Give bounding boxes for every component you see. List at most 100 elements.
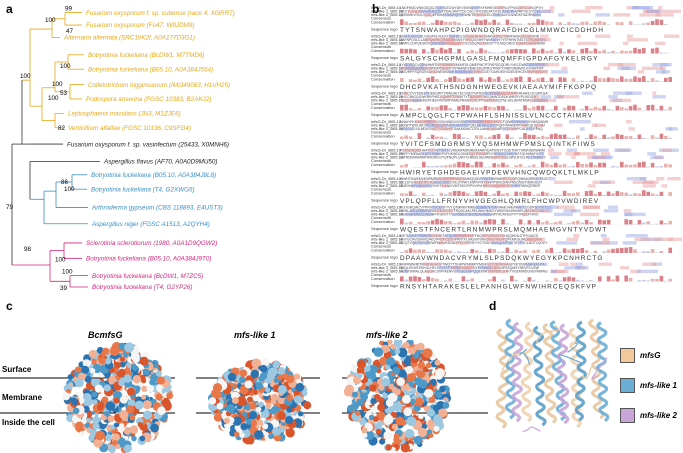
residue-highlight	[535, 205, 553, 209]
conservation-bar	[576, 220, 580, 225]
conservation-bar	[408, 136, 413, 139]
conservation-bar	[589, 190, 593, 196]
sequence-logo-label: Sequence logo	[371, 283, 398, 288]
conservation-bar	[422, 222, 426, 225]
residue-highlight	[549, 6, 555, 10]
residue-highlight	[487, 269, 508, 274]
consensus-label: Consensus	[371, 244, 391, 249]
residue-highlight	[403, 148, 422, 152]
conservation-bar	[602, 134, 606, 139]
conservation-bar	[488, 51, 492, 54]
residue-highlight	[622, 41, 629, 46]
conservation-bar	[620, 192, 624, 196]
residue-highlight	[518, 6, 532, 10]
surface-atom	[93, 438, 103, 448]
conservation-bar	[532, 106, 536, 111]
conservation-bar	[514, 191, 518, 196]
conservation-bar	[457, 190, 461, 196]
residue-highlight	[657, 262, 663, 266]
conservation-bar	[576, 192, 580, 196]
conservation-bar	[457, 161, 461, 168]
surface-atom	[383, 430, 393, 440]
conservation-bar	[549, 223, 554, 225]
conservation-bar	[426, 276, 430, 282]
surface-atom	[126, 405, 135, 414]
conservation-bar	[474, 51, 479, 54]
conservation-bar	[532, 279, 536, 282]
conservation-bar	[655, 166, 659, 168]
residue-highlight	[544, 205, 559, 209]
bootstrap-value: 82	[58, 125, 66, 132]
conservation-bar	[408, 221, 413, 225]
surface-atom	[213, 413, 223, 422]
surface-atom	[387, 392, 398, 403]
loop-ribbon	[535, 324, 560, 343]
conservation-bar	[452, 252, 457, 253]
conservation-bar	[589, 222, 593, 225]
surface-atom	[123, 444, 132, 453]
bootstrap-value: 39	[60, 285, 68, 292]
surface-atom	[424, 388, 434, 398]
surface-atom	[379, 356, 389, 366]
surface-atom	[378, 384, 385, 391]
conservation-bar	[430, 22, 435, 25]
conservation-bar	[514, 48, 518, 54]
surface-atom	[426, 362, 432, 369]
sequence-logo: HWIRYETGHDEGAEIVPDEWVHNCQWDQKLTLMKLP	[400, 170, 600, 177]
residue-highlight	[540, 34, 549, 38]
residue-highlight	[411, 184, 418, 188]
residue-highlight	[502, 127, 508, 131]
legend-label-mfs-like-1: mfs-like 1	[640, 381, 677, 390]
conservation-bar	[549, 247, 554, 253]
residue-highlight	[587, 184, 596, 188]
residue-highlight	[534, 123, 543, 127]
surface-atom	[439, 385, 446, 393]
conservation-bar	[501, 279, 505, 282]
surface-atom	[156, 376, 166, 385]
legend-item-mfs-like-1: mfs-like 1	[620, 378, 677, 393]
conservation-bar	[479, 107, 483, 111]
conservation-bar	[404, 279, 408, 282]
conservation-bar	[598, 50, 602, 54]
sequence-name: mfs-like 1_B05.10	[371, 265, 404, 270]
conservation-bar	[558, 220, 562, 225]
surface-atom	[244, 380, 253, 389]
conservation-bar	[628, 247, 633, 253]
conservation-bar	[589, 80, 593, 82]
conservation-bar	[400, 251, 404, 253]
residue-highlight	[405, 212, 422, 217]
surface-atom	[114, 362, 121, 369]
conservation-bar	[571, 105, 576, 111]
residue-highlight	[412, 98, 418, 103]
conservation-bar	[483, 19, 488, 25]
residue-highlight	[478, 266, 491, 270]
residue-highlight	[627, 34, 633, 38]
sequence-logo-label: Sequence logo	[371, 27, 398, 32]
sequence-logo-label: Sequence logo	[371, 226, 398, 231]
conservation-bar	[584, 105, 589, 111]
residue-highlight	[632, 6, 650, 10]
residue-highlight	[535, 38, 551, 42]
residue-highlight	[652, 91, 657, 95]
surface-title-mfs-like-1: mfs-like 1	[234, 330, 276, 340]
conservation-bar	[518, 109, 523, 111]
surface-atom	[405, 355, 411, 361]
residue-highlight	[403, 34, 421, 38]
conservation-bar	[496, 76, 501, 82]
sequence-name: mfs-like 1_B05.10	[371, 123, 404, 128]
phylogenetic-tree: Fusarium oxysporum f. sp. cubense (race …	[6, 6, 235, 292]
helix-ribbon	[520, 321, 535, 423]
conservation-bar	[518, 137, 523, 139]
surface-atom	[107, 415, 115, 423]
surface-atom	[359, 418, 367, 426]
sequence-name: mfs-like 2_B05.10	[371, 183, 404, 188]
conservation-bar	[452, 163, 457, 168]
conservation-bar	[474, 135, 479, 139]
sequence-name: mfs-like 2_B05.10	[371, 98, 404, 103]
bootstrap-value: 99	[65, 6, 73, 13]
surface-atom	[394, 348, 401, 355]
conservation-bar	[457, 251, 461, 253]
conservation-bar	[593, 250, 598, 253]
taxon-label: Fusarium oxysporum (Fo47, W9JDM9)	[86, 22, 194, 29]
